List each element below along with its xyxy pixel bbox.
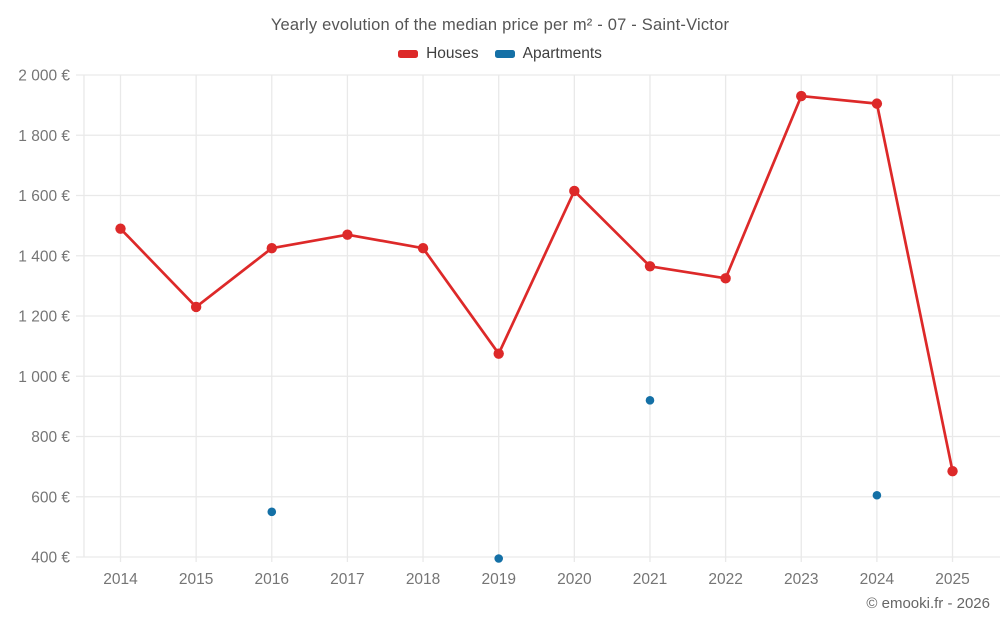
legend-item-houses[interactable]: Houses: [398, 45, 479, 63]
data-point-apartments-2016[interactable]: [267, 507, 277, 517]
x-tick-label: 2025: [935, 571, 969, 588]
x-tick-label: 2014: [103, 571, 138, 588]
data-point-apartments-2024[interactable]: [872, 490, 882, 500]
x-tick-label: 2019: [481, 571, 515, 588]
copyright: © emooki.fr - 2026: [866, 595, 990, 612]
data-point-houses-2014[interactable]: [115, 223, 126, 234]
x-tick-label: 2024: [860, 571, 895, 588]
legend-label-apartments: Apartments: [522, 45, 602, 62]
data-point-apartments-2021[interactable]: [645, 396, 655, 405]
data-point-houses-2017[interactable]: [342, 229, 353, 240]
data-point-houses-2015[interactable]: [190, 301, 202, 313]
legend-label-houses: Houses: [426, 45, 479, 62]
y-tick-label: 1 800 €: [18, 128, 70, 145]
data-point-houses-2020[interactable]: [569, 185, 580, 197]
y-tick-label: 1 400 €: [18, 248, 70, 265]
legend-item-apartments[interactable]: Apartments: [494, 45, 602, 63]
x-tick-label: 2021: [633, 571, 667, 588]
y-tick-label: 400 €: [31, 550, 70, 567]
data-point-houses-2016[interactable]: [266, 243, 277, 254]
houses-swatch-icon: [398, 50, 419, 58]
x-tick-label: 2017: [330, 571, 364, 588]
data-point-houses-2019[interactable]: [493, 348, 504, 359]
x-tick-label: 2023: [784, 571, 818, 588]
y-tick-label: 1 600 €: [18, 188, 70, 205]
data-point-houses-2025[interactable]: [947, 465, 958, 477]
y-tick-label: 800 €: [31, 429, 70, 446]
data-point-houses-2021[interactable]: [644, 261, 656, 272]
y-tick-label: 1 200 €: [18, 309, 70, 326]
x-tick-label: 2020: [557, 571, 592, 588]
x-tick-label: 2018: [406, 571, 440, 588]
x-tick-label: 2022: [708, 571, 742, 588]
legend: Houses Apartments: [0, 45, 1000, 63]
data-point-houses-2024[interactable]: [871, 98, 883, 109]
data-point-apartments-2019[interactable]: [494, 554, 504, 563]
houses-line: [119, 94, 954, 473]
data-point-houses-2023[interactable]: [796, 90, 807, 102]
data-point-houses-2022[interactable]: [720, 273, 731, 284]
y-tick-label: 1 000 €: [18, 369, 70, 386]
data-point-houses-2018[interactable]: [417, 243, 429, 254]
y-tick-label: 600 €: [31, 489, 70, 506]
apartments-swatch-icon: [494, 50, 515, 58]
chart-title: Yearly evolution of the median price per…: [270, 16, 730, 34]
y-tick-label: 2 000 €: [18, 68, 70, 85]
x-tick-label: 2016: [255, 571, 289, 588]
x-tick-label: 2015: [179, 571, 213, 588]
